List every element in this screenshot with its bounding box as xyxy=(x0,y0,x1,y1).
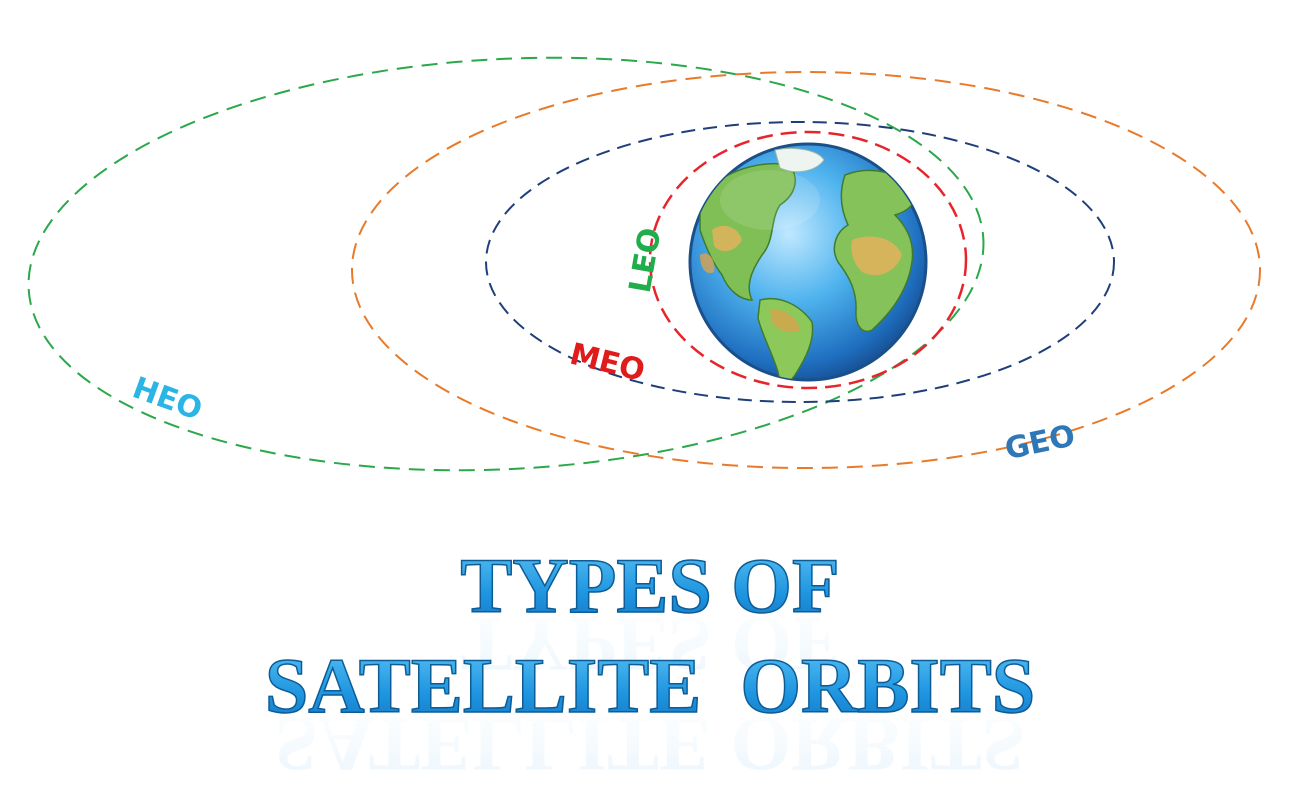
title-line2: SATELLITE ORBITS xyxy=(265,642,1035,729)
leo-orbit-path xyxy=(648,130,968,390)
earth-globe-icon xyxy=(688,142,928,382)
heo-label: HEO xyxy=(128,370,207,427)
geo-label: GEO xyxy=(1002,418,1078,467)
title-reflection: TYPES OF SATELLITE ORBITS xyxy=(275,601,1026,788)
geo-orbit-path xyxy=(351,71,1261,469)
leo-label: LEO xyxy=(623,225,669,295)
meo-orbit-path xyxy=(485,121,1115,403)
meo-label: MEO xyxy=(566,337,648,389)
heo-orbit-path xyxy=(27,56,985,472)
title-line1-reflection: TYPES OF xyxy=(460,601,839,688)
title-line1: TYPES OF xyxy=(460,542,839,629)
title-line2-reflection: SATELLITE ORBITS xyxy=(275,701,1026,788)
